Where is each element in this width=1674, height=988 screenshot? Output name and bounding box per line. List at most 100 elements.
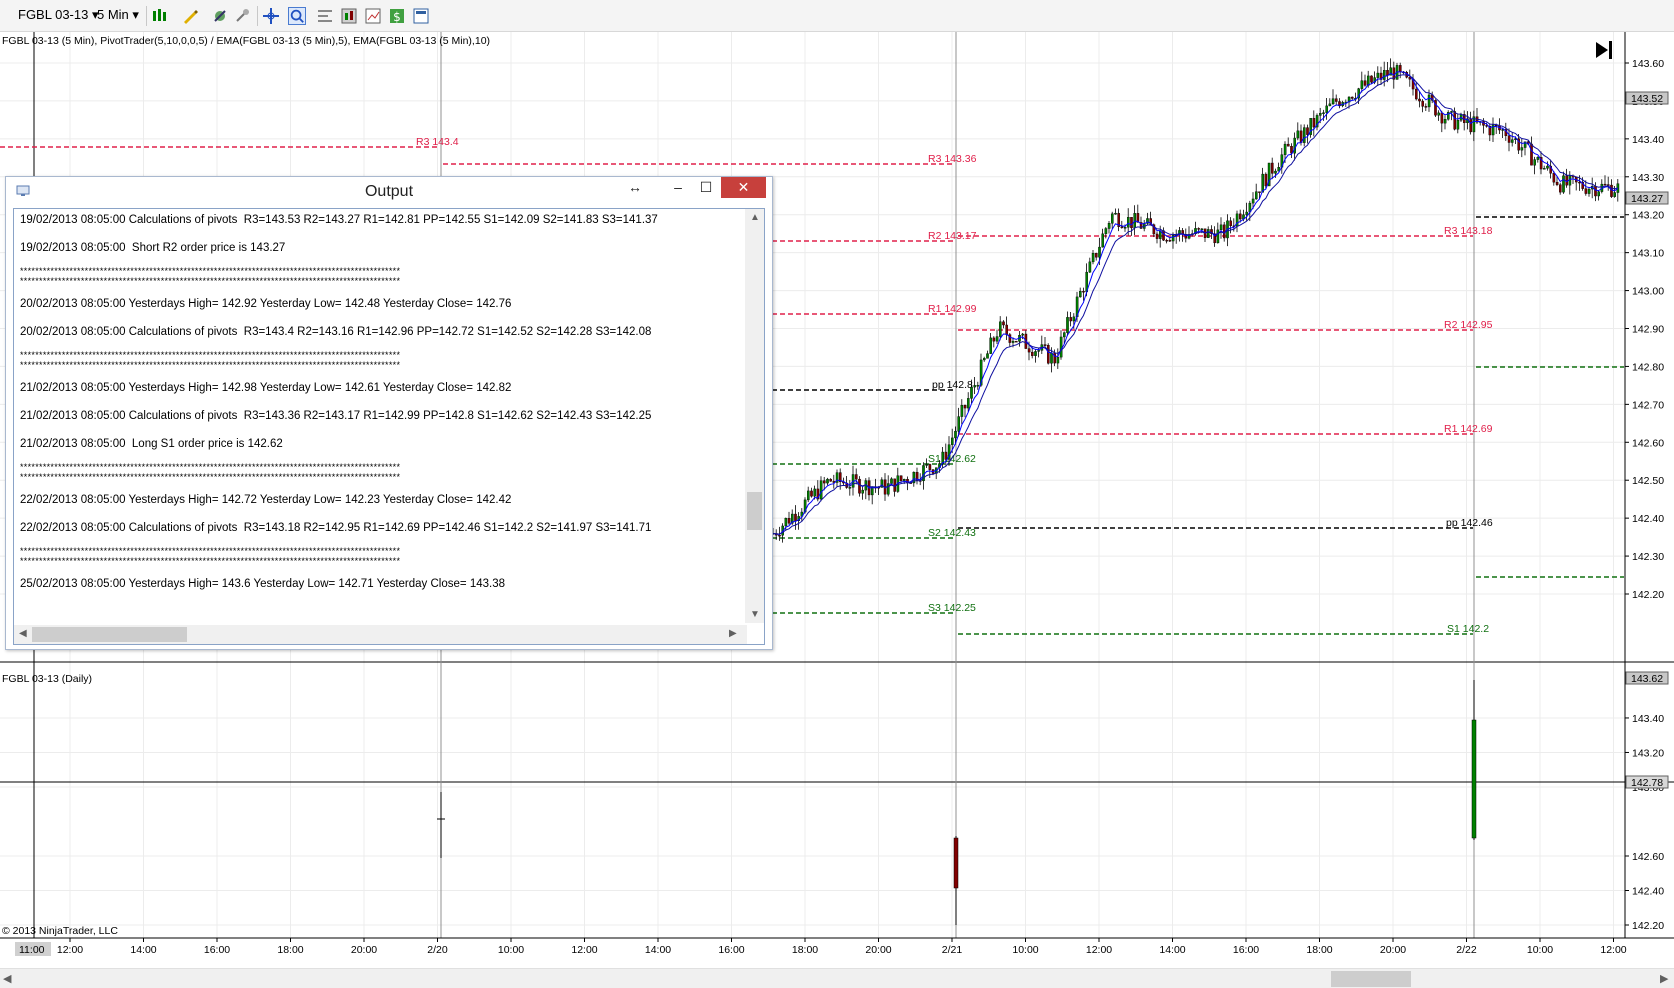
candlestick <box>1440 110 1444 133</box>
maximize-button[interactable]: ☐ <box>699 179 713 195</box>
candlestick <box>1203 228 1207 243</box>
chart-scroll-left-icon[interactable]: ◀ <box>3 973 12 985</box>
svg-text:$: $ <box>393 10 401 24</box>
candlestick <box>1213 226 1216 247</box>
pivot-label-r3: R3 143.18 <box>1444 225 1493 237</box>
horizontal-scroll-thumb[interactable] <box>32 627 187 642</box>
crosshair-icon[interactable] <box>262 7 280 25</box>
output-window[interactable]: Output ↔ – ☐ ✕ 19/02/2013 08:05:00 Calcu… <box>5 176 773 650</box>
zoom-icon[interactable] <box>288 7 306 25</box>
candlestick <box>1389 58 1392 76</box>
candlestick <box>1030 347 1034 359</box>
candlestick <box>1146 212 1149 225</box>
price-axis: 143.60143.50143.40143.30143.20143.10143.… <box>1625 58 1664 601</box>
candlestick <box>1462 110 1466 131</box>
candlestick <box>999 316 1002 341</box>
candlestick <box>1066 311 1069 336</box>
candlestick <box>832 474 836 489</box>
output-titlebar[interactable]: Output ↔ – ☐ ✕ <box>6 177 772 207</box>
chart-style-icon[interactable] <box>151 7 169 25</box>
pivot-label-s3: S3 142.25 <box>928 602 976 614</box>
price-tick-label: 142.40 <box>1632 885 1664 897</box>
chart-trader-icon[interactable] <box>364 7 382 25</box>
scroll-to-end-icon[interactable] <box>1596 41 1612 59</box>
chart-scroll-thumb[interactable] <box>1331 971 1411 987</box>
candlestick <box>1229 217 1232 234</box>
candlestick <box>1520 138 1524 158</box>
scroll-down-icon[interactable]: ▼ <box>750 609 760 620</box>
properties-icon[interactable] <box>316 7 334 25</box>
horizontal-scrollbar[interactable]: ◀ ▶ <box>14 625 747 644</box>
output-log-line: 22/02/2013 08:05:00 Calculations of pivo… <box>20 522 652 534</box>
candlestick <box>1558 182 1562 195</box>
vertical-scroll-thumb[interactable] <box>747 492 762 530</box>
candlestick <box>871 486 874 505</box>
scroll-left-icon[interactable]: ◀ <box>19 628 27 639</box>
pivot-label-r2: R2 142.95 <box>1444 319 1493 331</box>
candlestick <box>1254 183 1258 200</box>
candlestick <box>1280 147 1284 174</box>
candlestick <box>861 486 864 500</box>
candlestick <box>1414 82 1418 101</box>
price-tick-label: 142.70 <box>1632 399 1664 411</box>
interval-selector[interactable]: 5 Min ▾ <box>97 7 139 22</box>
candlestick <box>915 467 919 485</box>
pivot-label-s2: S2 142.43 <box>928 527 976 539</box>
candlestick <box>986 350 989 359</box>
candlestick <box>1574 176 1578 191</box>
candlestick <box>1472 110 1476 142</box>
candlestick <box>826 477 829 486</box>
close-button[interactable]: ✕ <box>721 177 766 198</box>
candlestick <box>1261 167 1264 193</box>
candlestick <box>1277 162 1280 172</box>
time-tick-label: 14:00 <box>645 944 671 956</box>
time-tick-label: 20:00 <box>351 944 377 956</box>
candlestick <box>1290 143 1293 158</box>
candlestick <box>1302 124 1306 147</box>
time-axis: 12:00 14:00 16:00 18:00 20:00 2/20 10:00 12:00 1… <box>57 938 1627 956</box>
candlestick <box>1130 217 1133 236</box>
candlestick <box>1379 66 1383 86</box>
candlestick <box>1450 110 1453 121</box>
instrument-label: FGBL 03-13 <box>18 7 89 22</box>
price-badge: 143.62 <box>1631 673 1663 685</box>
price-badge: 142.78 <box>1631 777 1663 789</box>
add-indicator-icon[interactable] <box>211 7 229 25</box>
candlestick <box>1088 257 1092 273</box>
output-title: Output <box>364 183 414 200</box>
candlestick <box>1424 103 1428 112</box>
ema-10-line <box>772 74 1618 535</box>
candlestick <box>1101 228 1104 248</box>
scroll-up-icon[interactable]: ▲ <box>750 212 760 223</box>
candlestick <box>954 426 957 445</box>
candlestick <box>1325 97 1328 120</box>
candlestick <box>1331 89 1335 105</box>
template-icon[interactable] <box>412 7 430 25</box>
minimize-button[interactable]: – <box>674 179 682 195</box>
candlestick <box>1235 210 1239 233</box>
candlestick <box>1008 333 1012 348</box>
instrument-selector[interactable]: FGBL 03-13 ▾ <box>18 7 99 22</box>
output-text-area[interactable]: 19/02/2013 08:05:00 Calculations of pivo… <box>13 208 765 645</box>
resize-icon[interactable]: ↔ <box>628 179 642 195</box>
price-tick-label: 142.80 <box>1632 361 1664 373</box>
strategy-icon[interactable] <box>233 7 251 25</box>
candlestick <box>1386 62 1389 83</box>
ema-5-line <box>772 71 1619 536</box>
pivot-label-s1: S1 142.2 <box>1447 623 1489 635</box>
chart-horizontal-scrollbar[interactable]: ◀ ▶ <box>0 968 1674 988</box>
data-box-icon[interactable] <box>340 7 358 25</box>
candlestick <box>829 478 832 482</box>
price-tick-label: 142.50 <box>1632 475 1664 487</box>
candlestick <box>1370 75 1373 84</box>
dollar-icon[interactable]: $ <box>388 7 406 25</box>
drawing-tool-icon[interactable] <box>181 7 199 25</box>
candlestick <box>1539 151 1543 175</box>
candlestick <box>1015 340 1018 343</box>
candlestick <box>973 377 976 394</box>
chart-scroll-right-icon[interactable]: ▶ <box>1660 973 1669 985</box>
candlestick <box>1434 99 1437 117</box>
vertical-scrollbar[interactable]: ▲ ▼ <box>745 209 764 623</box>
scroll-right-icon[interactable]: ▶ <box>729 628 737 639</box>
pivot-label-r1: R1 142.99 <box>928 303 977 315</box>
